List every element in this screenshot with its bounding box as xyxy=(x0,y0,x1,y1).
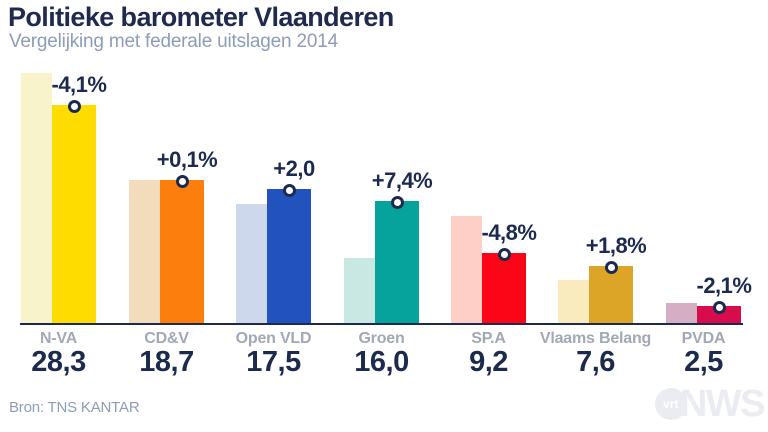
bar-2014-groen xyxy=(344,258,375,325)
bar-2014-n-va xyxy=(21,73,52,325)
diff-label-groen: +7,4% xyxy=(371,168,433,193)
bar-current-open-vld xyxy=(267,189,311,325)
bar-current-cd-v xyxy=(160,180,204,325)
diff-label-open-vld: +2,0 xyxy=(273,156,315,181)
party-value-n-va: 28,3 xyxy=(31,346,86,378)
bar-current-pvda xyxy=(697,306,741,325)
party-value-groen: 16,0 xyxy=(354,346,409,378)
bar-current-groen xyxy=(375,201,419,325)
party-name-n-va: N-VA xyxy=(39,330,78,347)
party-name-vlaams-belang: Vlaams Belang xyxy=(539,330,652,347)
bar-2014-vlaams-belang xyxy=(558,280,589,325)
chart-subtitle: Vergelijking met federale uitslagen 2014 xyxy=(9,31,338,52)
source-note: Bron: TNS KANTAR xyxy=(9,399,140,416)
diff-label-cd-v: +0,1% xyxy=(156,147,218,172)
bar-2014-cd-v xyxy=(129,180,160,325)
party-value-vlaams-belang: 7,6 xyxy=(576,346,615,378)
bar-2014-open-vld xyxy=(236,204,267,325)
party-name-open-vld: Open VLD xyxy=(235,330,312,347)
vrt-logo-circle-icon: vrt xyxy=(654,388,687,420)
party-value-open-vld: 17,5 xyxy=(246,346,301,378)
diff-label-pvda: -2,1% xyxy=(696,273,752,298)
bar-current-sp-a xyxy=(482,253,526,325)
diff-marker-icon-cd-v xyxy=(175,174,189,188)
bar-current-vlaams-belang xyxy=(589,266,633,325)
bar-2014-pvda xyxy=(666,303,697,325)
bar-current-n-va xyxy=(52,105,96,325)
nws-logo-text: NWS xyxy=(679,383,766,425)
diff-label-sp-a: -4,8% xyxy=(481,220,537,245)
party-value-cd-v: 18,7 xyxy=(139,346,194,378)
diff-marker-icon-vlaams-belang xyxy=(604,260,618,274)
diff-marker-icon-pvda xyxy=(712,300,726,314)
party-value-sp-a: 9,2 xyxy=(469,346,508,378)
diff-label-vlaams-belang: +1,8% xyxy=(585,233,647,258)
vrt-nws-logo: vrt NWS xyxy=(654,383,766,425)
party-name-groen: Groen xyxy=(358,330,405,347)
chart-title: Politieke barometer Vlaanderen xyxy=(8,2,394,32)
diff-label-n-va: -4,1% xyxy=(51,72,107,97)
diff-marker-icon-sp-a xyxy=(497,247,511,261)
bar-2014-sp-a xyxy=(451,216,482,325)
diff-marker-icon-open-vld xyxy=(282,183,296,197)
diff-marker-icon-n-va xyxy=(67,99,81,113)
diff-marker-icon-groen xyxy=(390,195,404,209)
party-name-pvda: PVDA xyxy=(681,330,726,347)
party-name-sp-a: SP.A xyxy=(471,330,506,347)
party-name-cd-v: CD&V xyxy=(144,330,189,347)
x-axis-line xyxy=(20,323,743,325)
party-value-pvda: 2,5 xyxy=(684,346,723,378)
